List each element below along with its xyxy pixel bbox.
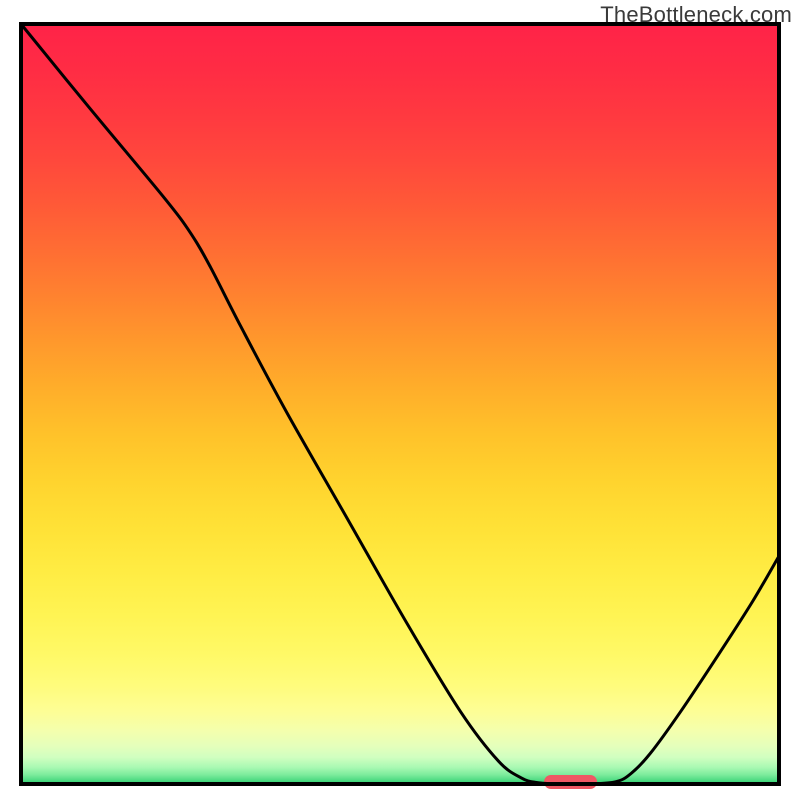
bottleneck-chart xyxy=(0,0,800,800)
chart-container: TheBottleneck.com xyxy=(0,0,800,800)
gradient-background xyxy=(21,24,779,784)
